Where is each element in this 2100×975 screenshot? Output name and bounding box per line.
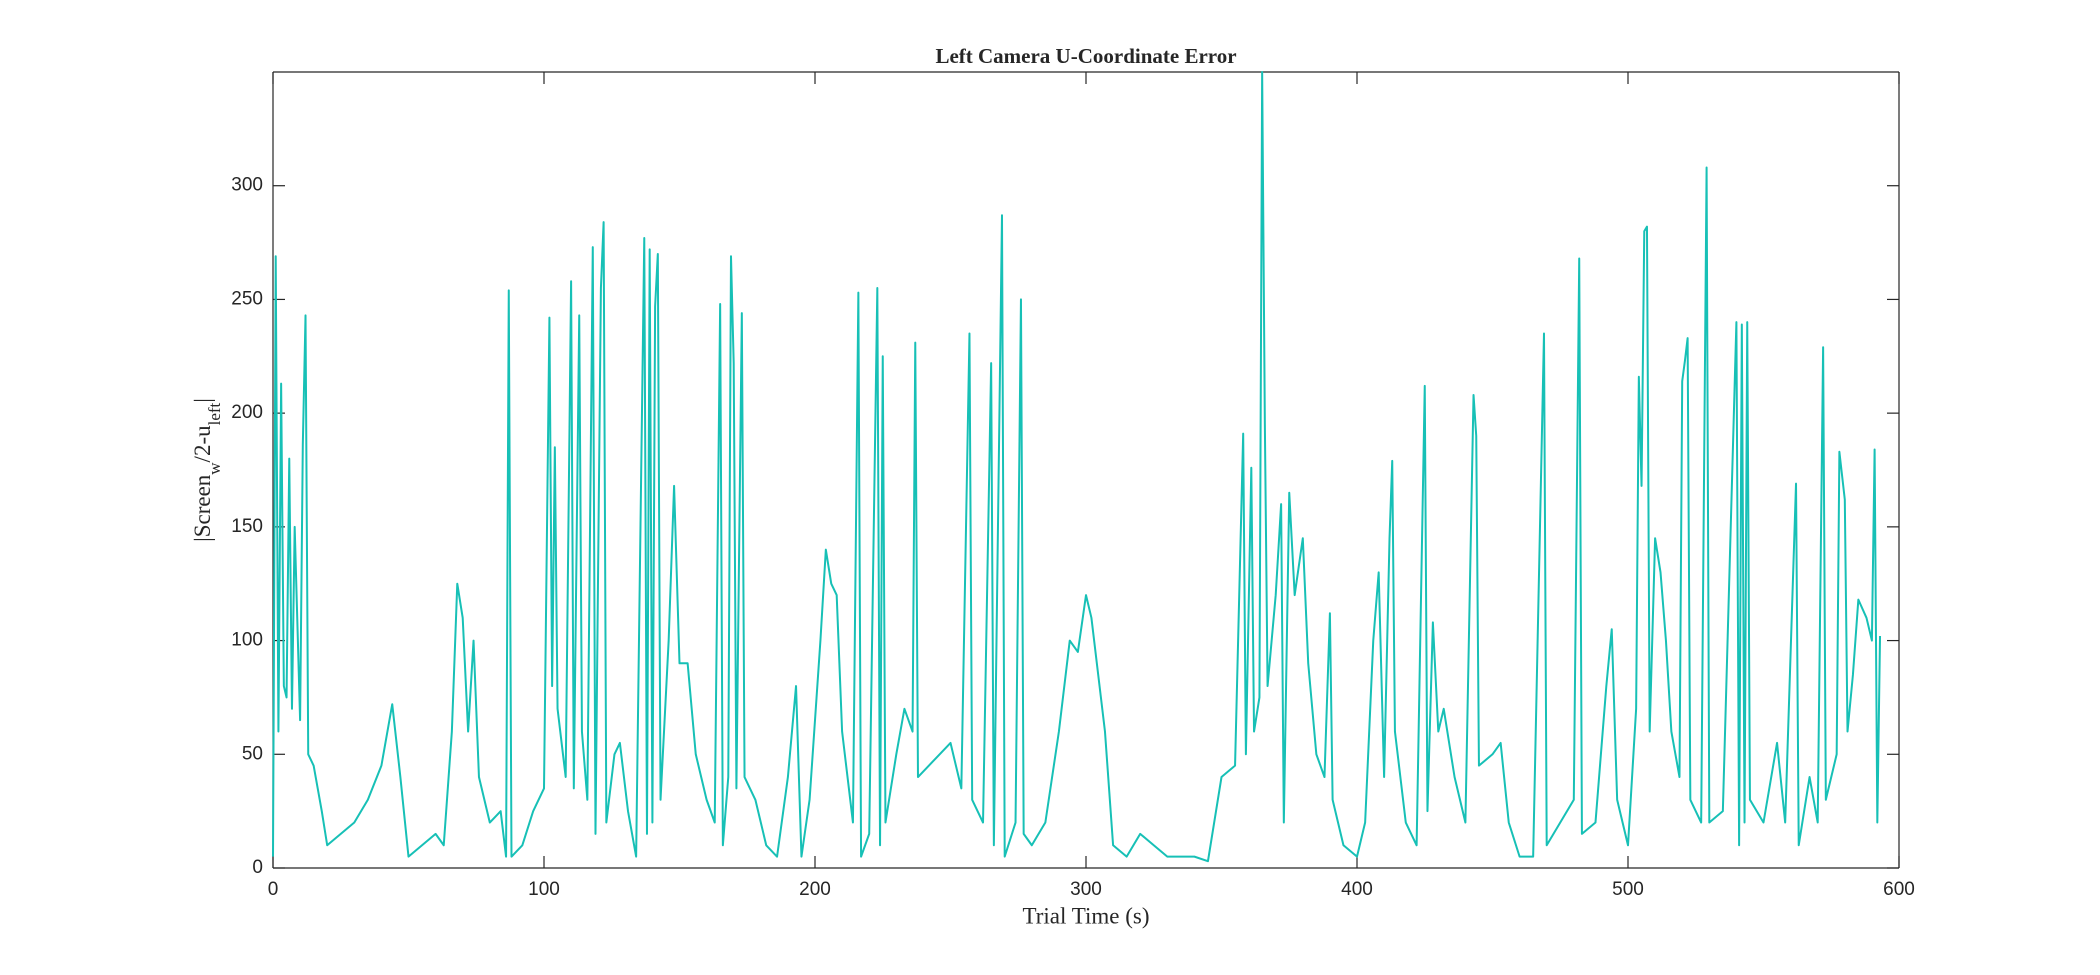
x-tick-label: 100 <box>528 879 560 900</box>
data-line <box>272 71 1882 863</box>
y-tick-label: 0 <box>252 857 263 878</box>
x-axis-label: Trial Time (s) <box>1023 903 1150 928</box>
chart-title: Left Camera U-Coordinate Error <box>935 44 1236 68</box>
y-axis-label-part: | <box>190 398 215 403</box>
y-tick-label: 50 <box>242 743 263 764</box>
y-tick-label: 300 <box>231 175 263 196</box>
x-tick-label: 500 <box>1612 879 1644 900</box>
y-tick-label: 250 <box>231 288 263 309</box>
y-axis-label: |Screenw/2-uleft| <box>190 398 224 542</box>
x-tick-label: 200 <box>799 879 831 900</box>
axes-box <box>272 71 1900 869</box>
y-axis-label-part: |Screen <box>190 474 215 542</box>
y-axis-label-part: /2-u <box>190 425 215 463</box>
x-tick-label: 600 <box>1883 879 1915 900</box>
y-tick-label: 200 <box>231 402 263 423</box>
x-tick-label: 300 <box>1070 879 1102 900</box>
x-tick-label: 0 <box>268 879 279 900</box>
x-tick-label: 400 <box>1341 879 1373 900</box>
y-tick-label: 100 <box>231 630 263 651</box>
y-tick-label: 150 <box>231 516 263 537</box>
y-axis-label-part: w <box>205 462 224 475</box>
y-axis-label-part: left <box>205 402 224 425</box>
